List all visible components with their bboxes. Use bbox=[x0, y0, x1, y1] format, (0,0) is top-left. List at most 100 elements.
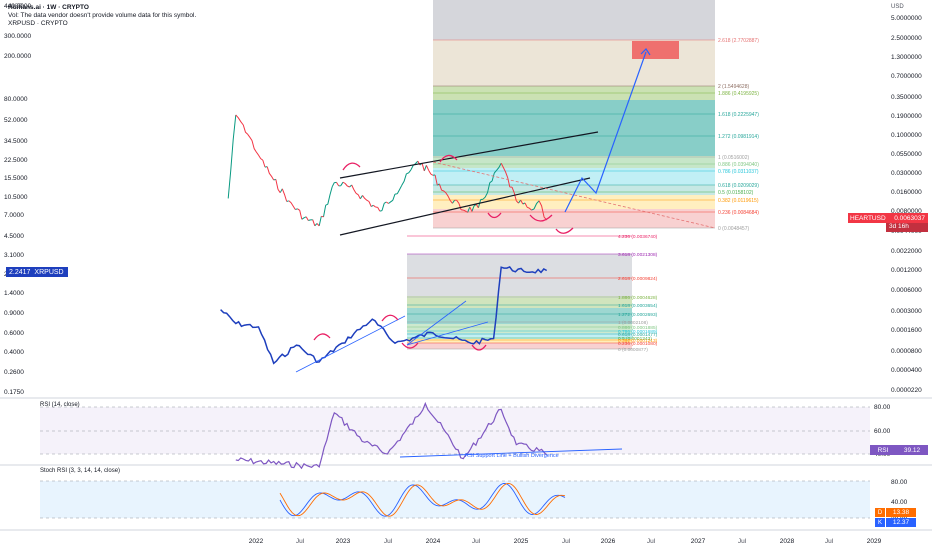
fib-band-green bbox=[433, 100, 715, 156]
pivot-low-arc-1 bbox=[487, 212, 502, 219]
target-box[interactable] bbox=[632, 41, 679, 59]
xrp-channel-upper[interactable] bbox=[406, 300, 467, 346]
fib-band-yellow bbox=[433, 195, 715, 209]
pivot-high-arc-2 bbox=[439, 154, 458, 163]
xrp-last-value: 2.2417 bbox=[9, 268, 31, 276]
right-tick-1: 2.5000000 bbox=[891, 35, 922, 42]
rsi-support-line[interactable] bbox=[399, 448, 623, 458]
left-tick-18: 0.1750 bbox=[4, 389, 24, 396]
time-tick-7: Jul bbox=[562, 538, 571, 545]
stoch-d-line[interactable] bbox=[279, 482, 566, 517]
fib-band-red bbox=[433, 209, 715, 228]
pivot-annotations-bottom bbox=[313, 314, 487, 351]
time-tick-5: Jul bbox=[472, 538, 481, 545]
time-axis[interactable]: 2022 Jul 2023 Jul 2024 Jul 2025 Jul 2026 Jul 2027 J… bbox=[249, 538, 882, 545]
channel-upper-line[interactable] bbox=[339, 131, 599, 179]
trend-lines-top[interactable] bbox=[339, 48, 716, 236]
time-tick-13: Jul bbox=[825, 538, 834, 545]
fib-low-band-olive bbox=[407, 298, 632, 308]
time-tick-9: Jul bbox=[647, 538, 656, 545]
fib-top-label-12: 0 (0.0048457) bbox=[718, 226, 749, 232]
time-tick-8: 2026 bbox=[601, 538, 616, 545]
right-price-axis[interactable]: 5.0000000 2.5000000 1.3000000 0.7000000 0.35… bbox=[891, 15, 922, 394]
rsi-line[interactable] bbox=[235, 401, 548, 470]
dashed-resistance-line[interactable] bbox=[432, 161, 716, 229]
xrp-last-badge[interactable]: 2.2417 XRPUSD bbox=[6, 267, 68, 277]
symbol-title[interactable]: Humans.ai · 1W · CRYPTO bbox=[8, 4, 89, 11]
right-tick-7: 0.0550000 bbox=[891, 151, 922, 158]
fib-top-lines: 2.618 (2.7702887) 2 (1.5494628)1.886 (0.4… bbox=[433, 38, 759, 232]
xrp-pivot-arc-1 bbox=[313, 333, 331, 341]
fib-bottom-label-2: 2.618 (0.0009824) bbox=[618, 276, 658, 282]
rsi-tick-1: 60.00 bbox=[874, 428, 891, 435]
time-tick-14: 2029 bbox=[867, 538, 882, 545]
pivot-low-arc-3 bbox=[555, 227, 574, 234]
left-tick-8: 10.5000 bbox=[4, 194, 28, 201]
left-tick-14: 0.9000 bbox=[4, 310, 24, 317]
stoch-k-line[interactable] bbox=[279, 483, 566, 517]
fib-top-label-3: 1.618 (0.2225947) bbox=[718, 112, 759, 118]
left-tick-3: 80.0000 bbox=[4, 96, 28, 103]
time-tick-10: 2027 bbox=[691, 538, 706, 545]
fib-bottom-label-8: 0.786 (0.0001689) bbox=[618, 329, 658, 335]
xrp-pivot-arc-4 bbox=[471, 344, 487, 351]
right-tick-5: 0.1900000 bbox=[891, 113, 922, 120]
fib-zone-bottom[interactable]: 4.236 (0.0036740) 3.618 (0.0021308) 2.618 … bbox=[407, 234, 658, 353]
fib-band-teal bbox=[433, 185, 715, 195]
rsi-value-badge: 39.12 bbox=[896, 445, 928, 455]
fib-top-label-4: 1.272 (0.0981914) bbox=[718, 134, 759, 140]
fib-band-lightgreen bbox=[433, 156, 715, 168]
stoch-title[interactable]: Stoch RSI (3, 3, 14, 14, close) bbox=[40, 468, 121, 474]
stoch-tick-0: 80.00 bbox=[891, 479, 908, 486]
fib-bottom-label-3: 1.886 (0.0004628) bbox=[618, 295, 658, 301]
fib-top-label-7: 0.786 (0.0311037) bbox=[718, 169, 759, 175]
fib-bottom-label-5: 1.272 (0.0002693) bbox=[618, 312, 658, 318]
fib-zone-top[interactable]: 2.618 (2.7702887) 2 (1.5494628)1.886 (0.4… bbox=[433, 0, 759, 232]
fib-top-label-6: 0.886 (0.0394040) bbox=[718, 162, 759, 168]
fib-bottom-label-0: 4.236 (0.0036740) bbox=[618, 234, 658, 240]
fib-bottom-label-13: 0 (0.0000877) bbox=[618, 347, 648, 353]
xrp-channel-lower[interactable] bbox=[295, 315, 406, 373]
projection-path[interactable] bbox=[564, 51, 647, 213]
time-tick-11: Jul bbox=[738, 538, 747, 545]
fib-bottom-label-4: 1.618 (0.0003654) bbox=[618, 303, 658, 309]
left-currency: USD bbox=[10, 4, 23, 10]
right-tick-2: 1.3000000 bbox=[891, 54, 922, 61]
trend-lines-bottom[interactable] bbox=[295, 300, 489, 373]
heart-price-line-down[interactable] bbox=[235, 114, 548, 227]
projection-arrowhead-icon bbox=[640, 48, 651, 56]
time-tick-12: 2028 bbox=[780, 538, 795, 545]
xrp-symbol: XRPUSD bbox=[34, 268, 64, 276]
fib-bottom-label-1: 3.618 (0.0021308) bbox=[618, 252, 658, 258]
compare-symbol[interactable]: XRPUSD · CRYPTO bbox=[8, 20, 68, 27]
heart-last-badge[interactable]: HEARTUSD 0.0063037 bbox=[848, 213, 928, 223]
right-currency: USD bbox=[891, 4, 904, 10]
xrp-price-line[interactable] bbox=[220, 265, 548, 365]
right-tick-8: 0.0300000 bbox=[891, 170, 922, 177]
rsi-pane[interactable] bbox=[40, 401, 870, 470]
pivot-high-arc-1 bbox=[342, 162, 361, 171]
stoch-d-label: D bbox=[875, 508, 885, 517]
fib-low-band-lightgreen bbox=[407, 324, 632, 333]
right-tick-4: 0.3500000 bbox=[891, 94, 922, 101]
left-price-axis[interactable]: 440.0000 300.0000 200.0000 80.0000 52.0000 34… bbox=[4, 3, 31, 396]
pivot-annotations-top bbox=[342, 154, 574, 234]
fib-bottom-label-12: 0.236 (0.0001080) bbox=[618, 341, 658, 347]
heart-symbol: HEARTUSD bbox=[850, 214, 886, 222]
channel-lower-line[interactable] bbox=[339, 177, 591, 236]
time-tick-4: 2024 bbox=[426, 538, 441, 545]
fib-top-label-10: 0.382 (0.0119615) bbox=[718, 198, 759, 204]
xrp-channel-mid[interactable] bbox=[406, 321, 489, 346]
right-tick-6: 0.1000000 bbox=[891, 132, 922, 139]
fib-low-band-red bbox=[407, 343, 632, 349]
fib-band-grey bbox=[433, 0, 715, 40]
stoch-pane[interactable] bbox=[40, 480, 870, 519]
fib-bottom-label-9: 0.618 (0.0001477) bbox=[618, 332, 658, 338]
left-tick-5: 34.5000 bbox=[4, 138, 28, 145]
rsi-band bbox=[40, 407, 870, 454]
rsi-title[interactable]: RSI (14, close) bbox=[40, 402, 80, 408]
right-tick-18: 0.0000400 bbox=[891, 367, 922, 374]
right-tick-19: 0.0000220 bbox=[891, 387, 922, 394]
fib-top-label-8: 0.618 (0.0209029) bbox=[718, 183, 759, 189]
